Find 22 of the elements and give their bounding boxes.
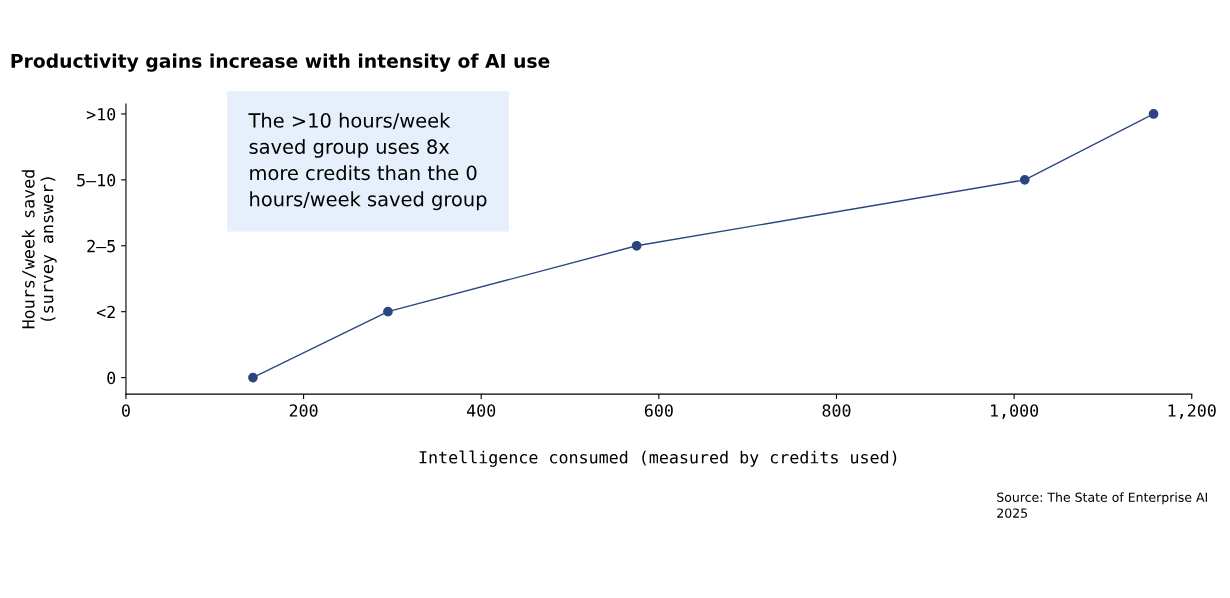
x-axis-title: Intelligence consumed (measured by credits used) [419, 450, 897, 467]
chart-title: Productivity gains increase with intensity of AI use [11, 53, 550, 72]
point [383, 306, 393, 317]
point [1019, 174, 1030, 185]
x-tick-label: 600 [644, 404, 673, 417]
x-tick-label: 400 [467, 404, 496, 417]
y-tick-label: 2–5 [87, 239, 115, 253]
point [248, 372, 258, 383]
x-tick-label: 0 [122, 404, 130, 417]
y-tick-label: >10 [86, 107, 116, 121]
source-note: Source: The State of Enterprise AI 2025 [997, 492, 1207, 518]
y-tick-label: <2 [96, 305, 115, 319]
point [1148, 109, 1159, 119]
y-axis-title: Hours/week saved (survey answer) [21, 170, 57, 329]
x-tick-label: 1,000 [991, 404, 1039, 419]
x-tick-label: 1,200 [1168, 404, 1216, 419]
y-tick-label: 5–10 [77, 173, 116, 187]
point [631, 240, 642, 251]
x-tick-label: 800 [822, 404, 851, 417]
annotation: The >10 hours/week saved group uses 8x more credits than the 0 hours/week saved group [248, 112, 487, 211]
x-tick-label: 200 [289, 404, 318, 417]
y-tick-label: 0 [107, 371, 116, 385]
